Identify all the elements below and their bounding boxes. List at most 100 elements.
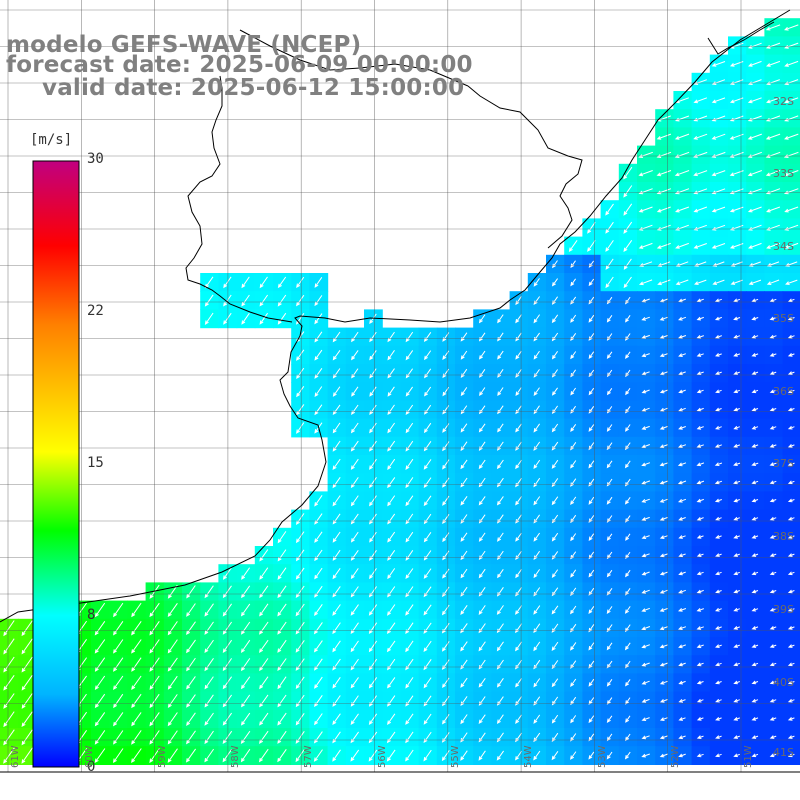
wind-arrow <box>332 331 341 343</box>
wind-arrow <box>588 460 595 469</box>
wind-arrow <box>748 242 762 249</box>
wind-arrow <box>332 422 341 434</box>
wind-arrow <box>606 533 613 541</box>
wind-arrow <box>605 276 614 289</box>
wind-arrow <box>656 170 672 177</box>
wind-arrow <box>387 458 396 470</box>
wind-arrow <box>696 680 704 685</box>
wind-arrow <box>515 441 522 451</box>
wind-arrow <box>332 495 341 507</box>
wind-arrow <box>641 480 651 485</box>
wind-arrow <box>765 24 781 31</box>
wind-arrow <box>21 711 33 728</box>
wind-arrow <box>678 498 687 503</box>
wind-arrow <box>606 751 613 760</box>
wind-arrow <box>787 480 795 485</box>
wind-arrow <box>533 750 541 761</box>
wind-arrow <box>588 697 595 705</box>
wind-arrow <box>624 606 631 614</box>
wind-arrow <box>769 571 777 576</box>
wind-arrow <box>241 694 251 708</box>
wind-arrow <box>769 753 777 758</box>
wind-arrow <box>533 477 541 488</box>
wind-arrow <box>659 316 669 321</box>
wind-arrow <box>295 640 305 653</box>
wind-arrow <box>3 638 15 655</box>
wind-arrow <box>497 350 504 360</box>
wind-arrow <box>733 626 740 630</box>
wind-arrow <box>674 170 690 177</box>
wind-arrow <box>641 607 650 612</box>
wind-arrow <box>751 717 759 721</box>
wind-arrow <box>659 535 668 539</box>
wind-arrow <box>606 569 613 578</box>
wind-arrow <box>733 607 740 612</box>
wind-arrow <box>570 569 577 578</box>
wind-arrow <box>696 480 705 485</box>
wind-arrow <box>3 675 15 691</box>
wind-arrow <box>551 441 559 451</box>
wind-arrow <box>131 621 142 636</box>
wind-arrow <box>787 498 795 503</box>
wind-arrow <box>113 621 124 636</box>
wind-arrow <box>332 368 341 379</box>
wind-arrow <box>369 495 377 507</box>
wind-arrow <box>747 170 762 177</box>
wind-arrow <box>659 516 668 521</box>
wind-arrow <box>424 386 432 397</box>
wind-arrow <box>714 334 722 339</box>
wind-arrow <box>751 535 759 539</box>
wind-arrow <box>733 516 740 521</box>
wind-arrow <box>295 694 305 708</box>
wind-arrow <box>533 405 540 415</box>
wind-arrow <box>350 713 359 725</box>
wind-arrow <box>678 608 687 612</box>
wind-arrow <box>350 568 359 580</box>
wind-arrow <box>769 444 777 448</box>
wind-arrow <box>259 549 269 562</box>
wind-arrow <box>787 389 795 394</box>
wind-arrow <box>21 693 33 709</box>
wind-arrow <box>696 516 704 521</box>
wind-arrow <box>733 371 740 375</box>
wind-arrow <box>259 712 269 726</box>
wind-arrow <box>769 425 777 430</box>
wind-arrow <box>678 644 686 649</box>
wind-arrow <box>696 735 704 739</box>
wind-arrow <box>675 115 690 122</box>
wind-arrow <box>314 676 323 689</box>
wind-arrow <box>715 753 722 758</box>
wind-arrow <box>350 622 359 635</box>
wind-arrow <box>638 279 653 286</box>
wind-arrow <box>131 675 142 690</box>
wind-arrow <box>259 312 269 325</box>
wind-arrow <box>186 694 196 708</box>
wind-arrow <box>714 298 722 303</box>
wind-arrow <box>570 460 577 469</box>
wind-arrow <box>638 242 653 249</box>
wind-arrow <box>167 712 178 727</box>
wind-arrow <box>769 717 777 721</box>
wind-arrow <box>350 458 359 470</box>
wind-arrow <box>606 351 613 359</box>
colorbar <box>32 160 80 768</box>
wind-arrow <box>405 458 414 470</box>
wind-arrow <box>332 458 341 471</box>
forecast-date: forecast date: 2025-06-09 00:00:00 <box>6 52 473 78</box>
lon-label: 51W <box>743 745 754 768</box>
wind-arrow <box>386 749 396 762</box>
wind-arrow <box>641 735 650 740</box>
wind-arrow <box>314 295 323 307</box>
wind-arrow <box>606 496 613 505</box>
wind-arrow <box>641 353 650 358</box>
valid-date: valid date: 2025-06-12 15:00:00 <box>42 75 465 101</box>
wind-arrow <box>460 750 468 761</box>
wind-arrow <box>787 571 795 576</box>
wind-arrow <box>113 730 124 745</box>
wind-arrow <box>729 170 744 177</box>
wind-arrow <box>638 206 653 213</box>
wind-arrow <box>624 460 631 469</box>
wind-arrow <box>222 676 233 690</box>
wind-arrow <box>351 331 359 343</box>
wind-arrow <box>186 676 196 690</box>
